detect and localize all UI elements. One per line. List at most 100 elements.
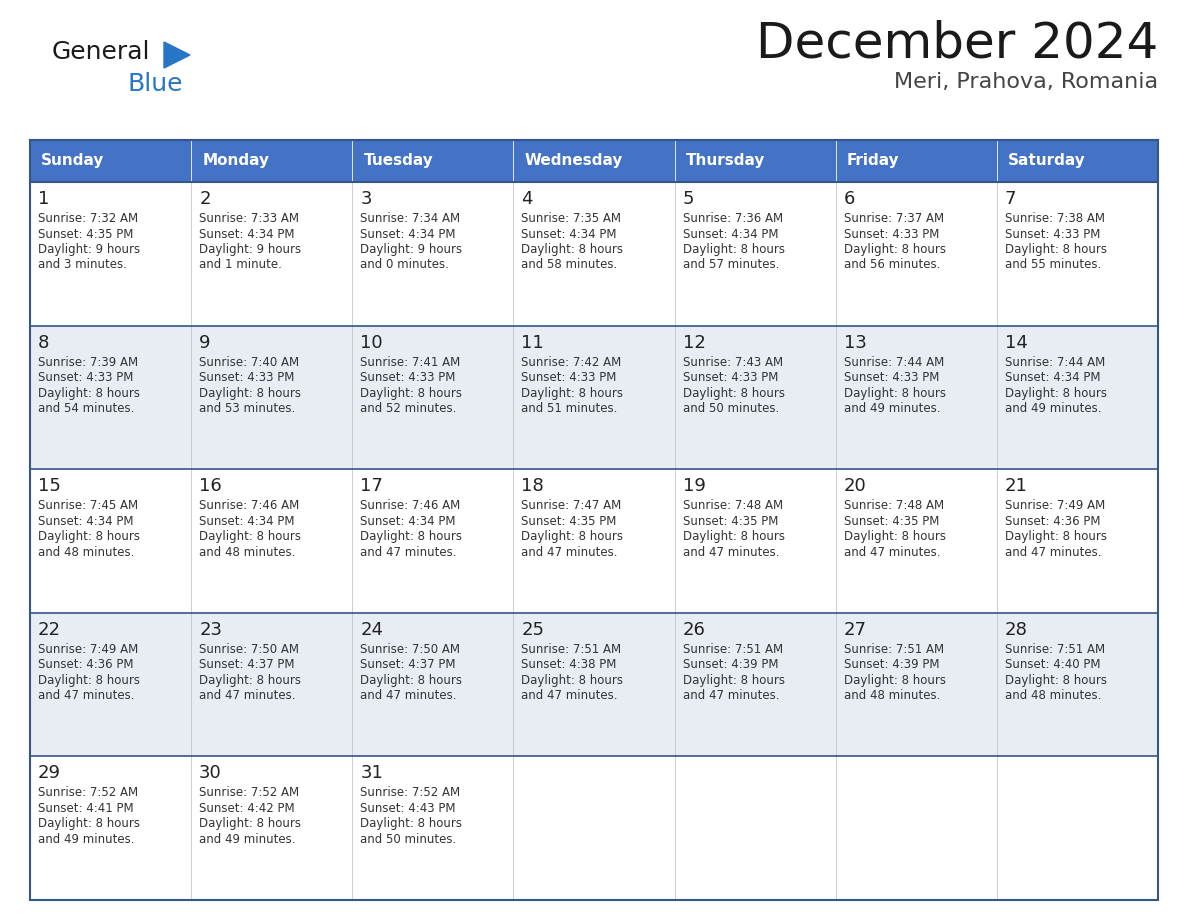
Text: Daylight: 9 hours: Daylight: 9 hours [360,243,462,256]
Text: Daylight: 8 hours: Daylight: 8 hours [683,243,784,256]
Bar [30,326,1158,469]
Text: Daylight: 8 hours: Daylight: 8 hours [843,531,946,543]
Text: and 50 minutes.: and 50 minutes. [683,402,779,415]
Text: Sunrise: 7:33 AM: Sunrise: 7:33 AM [200,212,299,225]
Text: Sunrise: 7:34 AM: Sunrise: 7:34 AM [360,212,461,225]
Text: Sunset: 4:39 PM: Sunset: 4:39 PM [683,658,778,671]
Text: Sunrise: 7:32 AM: Sunrise: 7:32 AM [38,212,138,225]
Text: Sunset: 4:42 PM: Sunset: 4:42 PM [200,802,295,815]
Text: Sunrise: 7:39 AM: Sunrise: 7:39 AM [38,355,138,369]
Text: and 52 minutes.: and 52 minutes. [360,402,456,415]
Text: and 49 minutes.: and 49 minutes. [843,402,940,415]
Text: and 48 minutes.: and 48 minutes. [843,689,940,702]
Text: Sunrise: 7:51 AM: Sunrise: 7:51 AM [522,643,621,655]
Text: Sunrise: 7:52 AM: Sunrise: 7:52 AM [200,787,299,800]
Text: Daylight: 9 hours: Daylight: 9 hours [38,243,140,256]
Text: Blue: Blue [127,72,183,96]
Text: 13: 13 [843,333,866,352]
Text: Sunrise: 7:35 AM: Sunrise: 7:35 AM [522,212,621,225]
Text: Sunrise: 7:40 AM: Sunrise: 7:40 AM [200,355,299,369]
Text: Sunset: 4:37 PM: Sunset: 4:37 PM [360,658,456,671]
Text: Sunrise: 7:48 AM: Sunrise: 7:48 AM [843,499,943,512]
Text: Daylight: 8 hours: Daylight: 8 hours [200,386,301,399]
Text: Sunset: 4:33 PM: Sunset: 4:33 PM [1005,228,1100,241]
Bar [30,140,1158,900]
Text: Sunrise: 7:38 AM: Sunrise: 7:38 AM [1005,212,1105,225]
Text: Sunrise: 7:52 AM: Sunrise: 7:52 AM [38,787,138,800]
Text: 15: 15 [38,477,61,495]
Text: Sunrise: 7:52 AM: Sunrise: 7:52 AM [360,787,461,800]
Text: Daylight: 8 hours: Daylight: 8 hours [522,243,624,256]
Text: 28: 28 [1005,621,1028,639]
Text: Sunset: 4:40 PM: Sunset: 4:40 PM [1005,658,1100,671]
Text: Sunset: 4:36 PM: Sunset: 4:36 PM [1005,515,1100,528]
Text: Sunrise: 7:49 AM: Sunrise: 7:49 AM [1005,499,1105,512]
Text: Sunrise: 7:46 AM: Sunrise: 7:46 AM [200,499,299,512]
Bar [30,182,1158,326]
Text: and 56 minutes.: and 56 minutes. [843,259,940,272]
Text: and 54 minutes.: and 54 minutes. [38,402,134,415]
Text: and 58 minutes.: and 58 minutes. [522,259,618,272]
Text: and 47 minutes.: and 47 minutes. [360,689,456,702]
Bar [30,613,1158,756]
Text: 31: 31 [360,765,384,782]
Text: and 48 minutes.: and 48 minutes. [200,545,296,559]
Text: Sunset: 4:43 PM: Sunset: 4:43 PM [360,802,456,815]
Text: Daylight: 8 hours: Daylight: 8 hours [38,531,140,543]
Text: Daylight: 8 hours: Daylight: 8 hours [843,386,946,399]
Text: and 50 minutes.: and 50 minutes. [360,833,456,845]
Text: and 3 minutes.: and 3 minutes. [38,259,127,272]
Bar [30,140,191,182]
Text: Sunday: Sunday [42,153,105,169]
Text: Sunset: 4:39 PM: Sunset: 4:39 PM [843,658,940,671]
Text: 27: 27 [843,621,867,639]
Text: Thursday: Thursday [685,153,765,169]
Text: 17: 17 [360,477,384,495]
Text: Sunrise: 7:44 AM: Sunrise: 7:44 AM [843,355,944,369]
Text: and 47 minutes.: and 47 minutes. [683,689,779,702]
Bar [30,756,1158,900]
Text: December 2024: December 2024 [756,20,1158,68]
Text: Sunrise: 7:41 AM: Sunrise: 7:41 AM [360,355,461,369]
Text: 12: 12 [683,333,706,352]
Text: Daylight: 8 hours: Daylight: 8 hours [200,674,301,687]
Text: Sunset: 4:36 PM: Sunset: 4:36 PM [38,658,133,671]
Text: Sunrise: 7:51 AM: Sunrise: 7:51 AM [1005,643,1105,655]
Text: 5: 5 [683,190,694,208]
Text: and 1 minute.: and 1 minute. [200,259,282,272]
Bar [513,140,675,182]
Text: Sunrise: 7:37 AM: Sunrise: 7:37 AM [843,212,943,225]
Text: Sunset: 4:33 PM: Sunset: 4:33 PM [38,371,133,384]
Text: Daylight: 8 hours: Daylight: 8 hours [683,531,784,543]
Text: Daylight: 8 hours: Daylight: 8 hours [200,817,301,831]
Text: Sunset: 4:33 PM: Sunset: 4:33 PM [683,371,778,384]
Text: Daylight: 8 hours: Daylight: 8 hours [522,386,624,399]
Text: Daylight: 8 hours: Daylight: 8 hours [522,674,624,687]
Text: and 49 minutes.: and 49 minutes. [38,833,134,845]
Text: Sunset: 4:34 PM: Sunset: 4:34 PM [360,515,456,528]
Text: 20: 20 [843,477,866,495]
Text: 10: 10 [360,333,383,352]
Text: Daylight: 8 hours: Daylight: 8 hours [843,674,946,687]
Text: General: General [52,40,151,64]
Text: Sunset: 4:33 PM: Sunset: 4:33 PM [200,371,295,384]
Text: and 53 minutes.: and 53 minutes. [200,402,296,415]
Text: Daylight: 9 hours: Daylight: 9 hours [200,243,302,256]
Text: Daylight: 8 hours: Daylight: 8 hours [200,531,301,543]
Text: Daylight: 8 hours: Daylight: 8 hours [38,817,140,831]
Text: Sunset: 4:34 PM: Sunset: 4:34 PM [360,228,456,241]
Text: Daylight: 8 hours: Daylight: 8 hours [38,674,140,687]
Text: 18: 18 [522,477,544,495]
Text: Daylight: 8 hours: Daylight: 8 hours [1005,243,1107,256]
Text: 21: 21 [1005,477,1028,495]
Bar [191,140,353,182]
Text: 3: 3 [360,190,372,208]
Bar [675,140,835,182]
Text: 22: 22 [38,621,61,639]
Text: 24: 24 [360,621,384,639]
Text: and 51 minutes.: and 51 minutes. [522,402,618,415]
Text: 9: 9 [200,333,210,352]
Text: Sunrise: 7:50 AM: Sunrise: 7:50 AM [200,643,299,655]
Polygon shape [164,42,190,68]
Text: Sunset: 4:34 PM: Sunset: 4:34 PM [38,515,133,528]
